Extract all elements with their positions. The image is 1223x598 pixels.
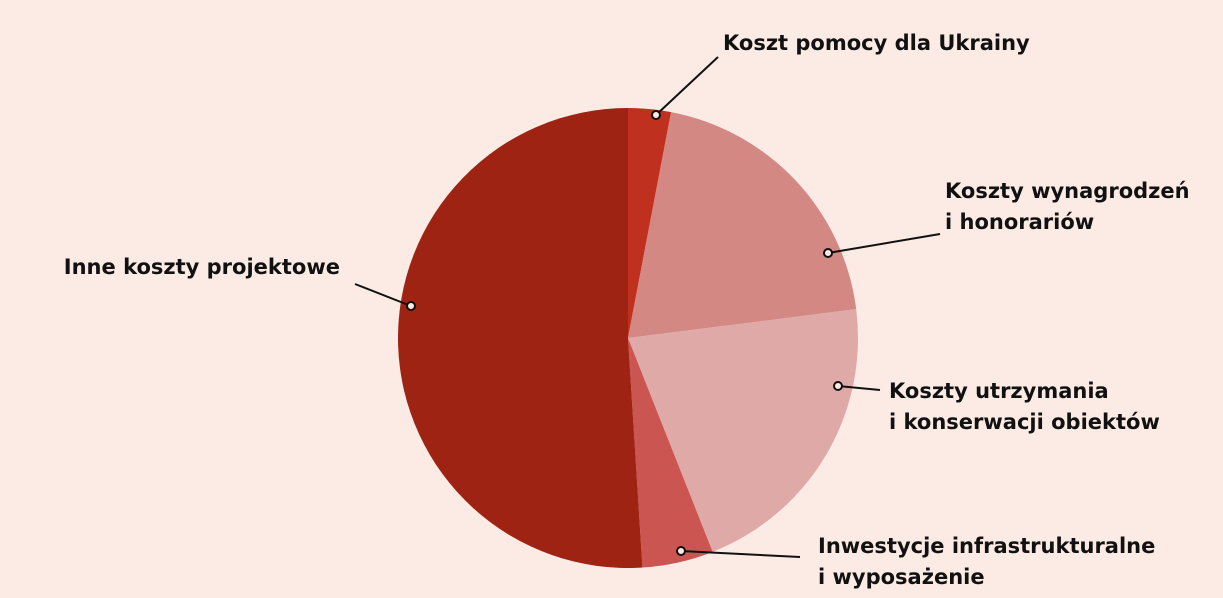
leader-dot xyxy=(651,110,661,120)
pie-slice xyxy=(628,309,859,552)
pie-slice xyxy=(628,108,672,338)
leader-dot xyxy=(823,248,833,258)
leader-dot xyxy=(833,381,843,391)
label-line: Koszty wynagrodzeń xyxy=(945,179,1190,203)
leader-dot xyxy=(676,546,686,556)
slice-label: Inwestycje infrastrukturalne i wyposażeni… xyxy=(818,534,1155,589)
leader-line xyxy=(655,56,719,116)
label-line: i konserwacji obiektów xyxy=(889,410,1160,434)
label-line: Koszt pomocy dla Ukrainy xyxy=(723,31,1030,55)
slice-label: Koszty utrzymania i konserwacji obiektów xyxy=(889,379,1160,434)
slice-label: Inne koszty projektowe xyxy=(64,255,340,279)
leader-line xyxy=(827,233,941,254)
label-line: Koszty utrzymania xyxy=(889,379,1109,403)
pie-slice xyxy=(628,112,857,338)
leader-line xyxy=(837,385,881,391)
pie-slice xyxy=(397,108,643,568)
slice-label: Koszty wynagrodzeń i honorariów xyxy=(945,179,1190,234)
label-line: Inwestycje infrastrukturalne xyxy=(818,534,1155,558)
label-line: Inne koszty projektowe xyxy=(64,255,340,279)
pie-slice xyxy=(628,338,713,568)
label-line: i honorariów xyxy=(945,210,1094,234)
slice-label: Koszt pomocy dla Ukrainy xyxy=(723,31,1030,55)
label-line: i wyposażenie xyxy=(818,565,985,589)
leader-line xyxy=(680,550,801,558)
leader-line xyxy=(354,283,412,307)
leader-dot xyxy=(406,301,416,311)
